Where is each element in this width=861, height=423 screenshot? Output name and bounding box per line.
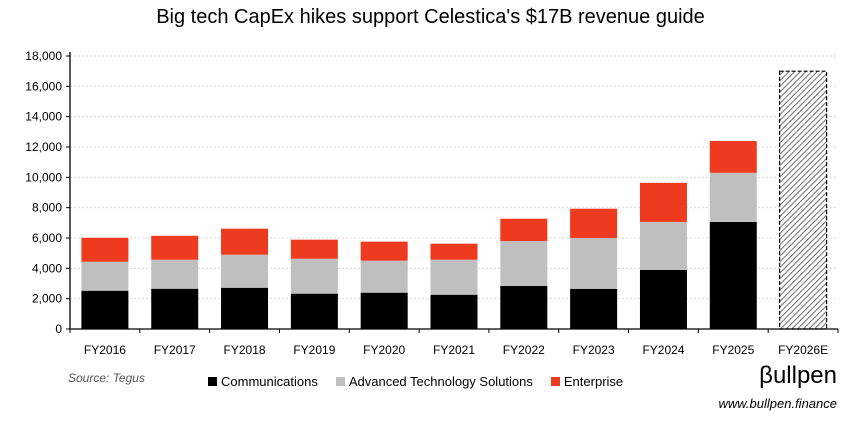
bar-segment-enterprise [360,241,408,261]
y-tick-label: 8,000 [32,201,62,215]
x-tick-label: FY2023 [573,343,615,357]
bar-segment-advanced-technology-solutions [570,238,618,289]
site-url: www.bullpen.finance [718,396,837,411]
chart-title: Big tech CapEx hikes support Celestica's… [156,6,705,28]
bar-segment-enterprise [709,140,757,173]
bar-segment-advanced-technology-solutions [430,259,478,295]
bar-segment-communications [290,293,338,329]
x-tick-label: FY2016 [84,343,126,357]
x-tick-label: FY2024 [642,343,684,357]
bar-segment-communications [570,288,618,329]
y-tick-label: 18,000 [25,49,62,63]
x-tick-label: FY2017 [154,343,196,357]
bar-segment-advanced-technology-solutions [221,254,269,288]
legend-item-communications: Communications [208,374,318,389]
y-tick-label: 10,000 [25,170,62,184]
bar-segment-enterprise [570,208,618,238]
source-note: Source: Tegus [68,371,145,385]
y-tick-label: 0 [55,322,62,336]
bar-segment-communications [430,294,478,329]
bar-segment-enterprise [639,182,687,222]
bar-segment-communications [221,287,269,329]
bar-segment-enterprise [290,239,338,259]
x-tick-label: FY2026E [778,343,828,357]
bar-guide [778,70,828,330]
legend-item-ats: Advanced Technology Solutions [335,374,533,389]
x-tick-label: FY2018 [224,343,266,357]
x-tick-label: FY2025 [712,343,754,357]
bar-segment-communications [500,286,548,329]
y-tick-label: 4,000 [32,261,62,275]
y-tick-label: 14,000 [25,110,62,124]
y-tick-label: 12,000 [25,140,62,154]
bar-segment-enterprise [81,237,129,262]
bullpen-logo: βullpen [759,362,837,389]
bar-segment-communications [709,221,757,329]
bar-segment-communications [151,288,199,329]
bar-segment-advanced-technology-solutions [500,241,548,287]
bar-segment-enterprise [430,243,478,260]
x-tick-label: FY2020 [363,343,405,357]
x-tick-label: FY2019 [293,343,335,357]
x-tick-label: FY2022 [503,343,545,357]
y-tick-label: 6,000 [32,231,62,245]
bar-segment-enterprise [500,218,548,242]
bar-segment-advanced-technology-solutions [709,172,757,222]
bar-segment-advanced-technology-solutions [360,260,408,293]
bar-segment-advanced-technology-solutions [81,261,129,291]
x-tick-label: FY2021 [433,343,475,357]
bar-segment-advanced-technology-solutions [290,258,338,294]
bar-segment-enterprise [151,235,199,260]
legend-item-enterprise: Enterprise [550,374,623,389]
bar-segment-communications [81,290,129,329]
bar-segment-communications [360,292,408,329]
bar-segment-enterprise [221,228,269,255]
bar-segment-advanced-technology-solutions [151,259,199,289]
y-tick-label: 16,000 [25,79,62,93]
bar-segment-advanced-technology-solutions [639,221,687,270]
y-tick-label: 2,000 [32,292,62,306]
bar-segment-communications [639,269,687,329]
legend: Communications Advanced Technology Solut… [208,374,623,389]
